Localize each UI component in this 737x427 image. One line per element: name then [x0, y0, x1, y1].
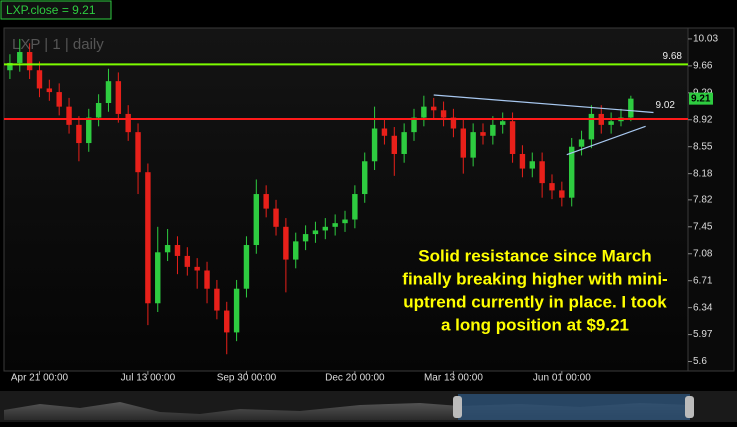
- candle-body: [243, 245, 250, 289]
- candle-body: [95, 103, 102, 118]
- candle-body: [342, 219, 348, 224]
- navigator-handle-right[interactable]: [685, 396, 694, 418]
- last-price-label: 9.21: [691, 93, 711, 104]
- trendline: [433, 94, 654, 114]
- candle-body: [411, 117, 417, 133]
- candle-body: [391, 135, 398, 154]
- candle-body: [519, 153, 526, 169]
- candle-body: [7, 62, 13, 71]
- candle-body: [174, 245, 181, 256]
- y-tick-label: 6.34: [693, 302, 713, 313]
- candle-body: [559, 190, 565, 198]
- watermark: LXP | 1 | daily: [12, 36, 104, 53]
- candle-body: [56, 92, 62, 107]
- candle-body: [194, 266, 200, 271]
- candle-body: [66, 106, 72, 125]
- y-tick-label: 10.03: [693, 34, 718, 45]
- candle-body: [362, 161, 368, 195]
- x-tick-label: Mar 13 00:00: [424, 373, 483, 384]
- candle-body: [86, 117, 92, 144]
- candle-body: [401, 132, 407, 154]
- level-label: 9.68: [663, 51, 683, 62]
- candle-body: [450, 117, 457, 129]
- last-price-box: [689, 92, 713, 105]
- candle-body: [332, 223, 338, 227]
- candle-body: [460, 128, 466, 158]
- candle-body: [539, 161, 545, 184]
- candle-body: [17, 52, 23, 63]
- candle-body: [480, 132, 486, 136]
- x-tick-label: Dec 20 00:00: [325, 373, 385, 384]
- annotation-text: a long position at $9.21: [441, 315, 629, 334]
- y-tick-label: 8.55: [693, 141, 713, 152]
- candle-body: [490, 124, 496, 136]
- trendline: [566, 125, 646, 156]
- candle-body: [263, 194, 269, 209]
- candle-body: [312, 230, 319, 235]
- candle-body: [184, 255, 191, 267]
- candle-body: [26, 52, 33, 71]
- y-tick-label: 7.45: [693, 221, 713, 232]
- candle-body: [273, 208, 279, 227]
- candle-body: [431, 106, 437, 111]
- candle-body: [233, 288, 240, 333]
- navigator-window[interactable]: [458, 394, 690, 420]
- candle-body: [608, 121, 614, 125]
- candle-body: [470, 132, 476, 158]
- candle-body: [440, 110, 447, 118]
- candle-body: [529, 161, 535, 169]
- y-tick-label: 9.66: [693, 61, 713, 72]
- y-tick-label: 7.82: [693, 195, 713, 206]
- x-tick-label: Jul 13 00:00: [121, 373, 176, 384]
- candle-body: [164, 245, 171, 253]
- y-tick-label: 7.08: [693, 248, 713, 259]
- navigator-handle-left[interactable]: [453, 396, 462, 418]
- y-tick-label: 6.71: [693, 275, 713, 286]
- candle-body: [628, 98, 634, 118]
- candle-body: [115, 81, 122, 114]
- x-tick-label: Jun 01 00:00: [533, 373, 591, 384]
- price-axis: [687, 27, 735, 372]
- candle-body: [46, 88, 53, 93]
- candle-body: [371, 128, 378, 162]
- candle-body: [588, 113, 595, 140]
- chart-title: LXP.close = 9.21: [6, 3, 96, 17]
- y-tick-label: 8.18: [693, 168, 713, 179]
- candle-body: [322, 226, 329, 231]
- candle-body: [155, 252, 161, 304]
- y-tick-label: 5.6: [693, 356, 707, 367]
- annotation-text: Solid resistance since March: [418, 246, 651, 265]
- x-tick-label: Sep 30 00:00: [217, 373, 277, 384]
- x-tick-label: Apr 21 00:00: [11, 373, 69, 384]
- candle-body: [224, 310, 230, 333]
- annotation-text: finally breaking higher with mini-: [402, 269, 667, 288]
- candle-body: [253, 194, 260, 246]
- trendline-label: 9.02: [656, 100, 676, 111]
- title-box: [0, 0, 112, 20]
- candle-body: [214, 288, 220, 311]
- candle-body: [36, 70, 43, 89]
- candle-body: [421, 106, 427, 118]
- candle-body: [302, 234, 309, 242]
- candle-body: [499, 121, 506, 125]
- candle-body: [381, 128, 388, 136]
- candle-body: [578, 139, 585, 147]
- candle-body: [293, 241, 299, 260]
- candle-body: [352, 194, 358, 220]
- candle-body: [283, 226, 289, 260]
- candle-body: [549, 183, 555, 191]
- candle-body: [105, 81, 112, 104]
- candle-body: [76, 124, 82, 144]
- candle-body: [125, 113, 131, 133]
- candle-body: [568, 146, 575, 198]
- annotation-text: uptrend currently in place. I took: [403, 292, 667, 311]
- candle-body: [204, 270, 210, 289]
- candle-body: [145, 172, 151, 304]
- candle-body: [135, 132, 141, 173]
- y-tick-label: 8.92: [693, 114, 713, 125]
- candle-body: [509, 121, 516, 154]
- y-tick-label: 5.97: [693, 329, 713, 340]
